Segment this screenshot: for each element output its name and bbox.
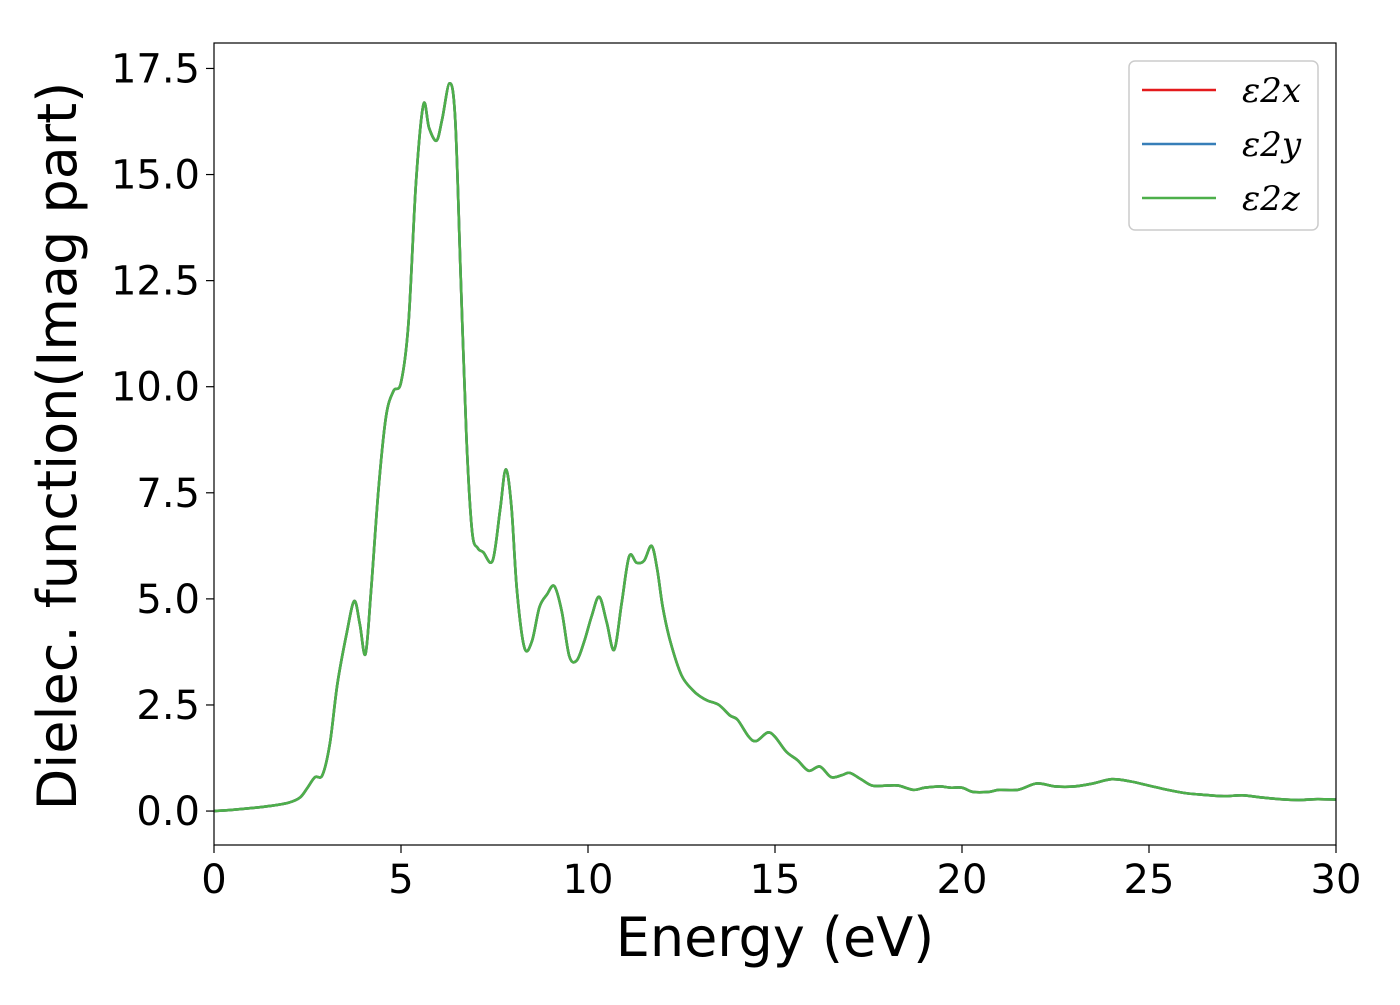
y-tick-label: 15.0 [111, 153, 200, 199]
y-tick-label: 2.5 [136, 683, 200, 729]
legend-label-1: ε2x [1242, 71, 1301, 111]
series-line-3 [213, 82, 1337, 813]
x-axis-label: Energy (eV) [616, 906, 935, 969]
y-tick-label: 0.0 [136, 789, 200, 835]
x-tick-label: 5 [388, 857, 413, 903]
y-tick-label: 17.5 [111, 46, 200, 92]
x-tick-label: 20 [937, 857, 988, 903]
legend-label-3: ε2z [1242, 179, 1301, 219]
x-tick-label: 15 [750, 857, 801, 903]
y-tick-label: 5.0 [136, 577, 200, 623]
y-axis-label: Dielec. function(Imag part) [26, 82, 89, 811]
y-tick-label: 7.5 [136, 471, 200, 517]
x-tick-label: 0 [201, 857, 226, 903]
x-tick-label: 10 [563, 857, 614, 903]
legend-label-2: ε2y [1242, 125, 1302, 165]
y-tick-label: 12.5 [111, 259, 200, 305]
y-tick-label: 10.0 [111, 365, 200, 411]
x-tick-label: 25 [1124, 857, 1175, 903]
x-tick-label: 30 [1311, 857, 1362, 903]
legend-box [1128, 60, 1319, 231]
